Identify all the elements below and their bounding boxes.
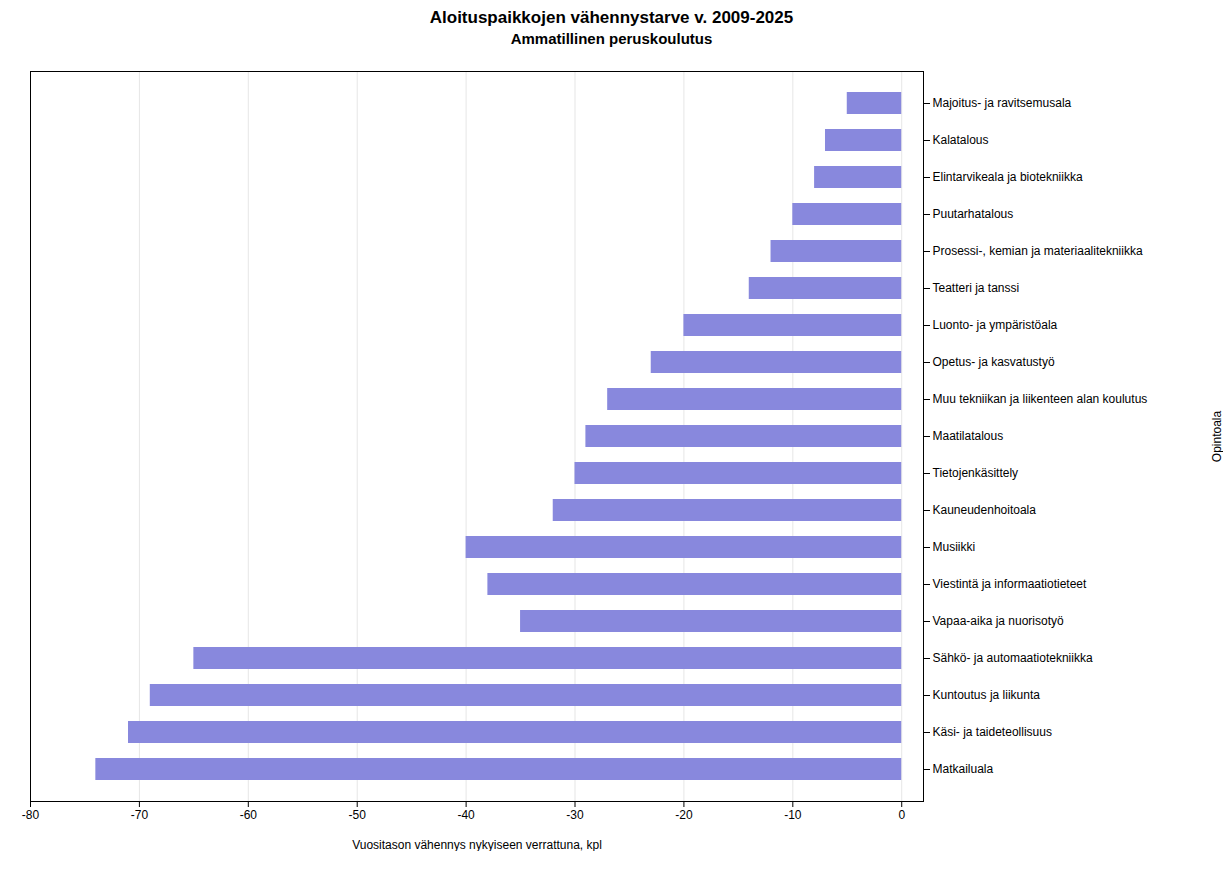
svg-text:-40: -40	[457, 808, 475, 822]
svg-text:Teatteri ja tanssi: Teatteri ja tanssi	[933, 281, 1020, 295]
svg-text:-30: -30	[566, 808, 584, 822]
svg-text:Opintoala: Opintoala	[1210, 410, 1223, 462]
svg-text:Kauneudenhoitoala: Kauneudenhoitoala	[933, 503, 1037, 517]
svg-text:-80: -80	[22, 808, 40, 822]
svg-text:Muu tekniikan ja liikenteen al: Muu tekniikan ja liikenteen alan koulutu…	[933, 392, 1148, 406]
svg-text:Vapaa-aika ja nuorisotyö: Vapaa-aika ja nuorisotyö	[933, 614, 1065, 628]
svg-text:0: 0	[898, 808, 905, 822]
svg-text:Musiikki: Musiikki	[933, 540, 976, 554]
svg-text:Majoitus- ja ravitsemusala: Majoitus- ja ravitsemusala	[933, 96, 1072, 110]
svg-text:-50: -50	[349, 808, 367, 822]
svg-text:Tietojenkäsittely: Tietojenkäsittely	[933, 466, 1019, 480]
svg-text:Sähkö- ja automaatiotekniikka: Sähkö- ja automaatiotekniikka	[933, 651, 1093, 665]
html-text:Aloituspaikkojen vähennystarve: Aloituspaikkojen vähennystarve v. 2009-2…	[429, 8, 794, 27]
svg-text:Opetus- ja kasvatustyö: Opetus- ja kasvatustyö	[933, 355, 1055, 369]
svg-text:Viestintä ja informaatiotietee: Viestintä ja informaatiotieteet	[933, 577, 1088, 591]
svg-text:Luonto- ja ympäristöala: Luonto- ja ympäristöala	[933, 318, 1058, 332]
svg-text:Puutarhatalous: Puutarhatalous	[933, 207, 1014, 221]
svg-text:-20: -20	[675, 808, 693, 822]
svg-text:Matkailuala: Matkailuala	[933, 762, 994, 776]
svg-text:Käsi- ja taideteollisuus: Käsi- ja taideteollisuus	[933, 725, 1052, 739]
html-text:Ammatillinen peruskoulutus: Ammatillinen peruskoulutus	[510, 30, 713, 47]
svg-text:-60: -60	[240, 808, 258, 822]
svg-text:Elintarvikeala ja biotekniikka: Elintarvikeala ja biotekniikka	[933, 170, 1083, 184]
svg-text:Prosessi-, kemian ja materiaal: Prosessi-, kemian ja materiaalitekniikka	[933, 244, 1143, 258]
svg-text:-70: -70	[131, 808, 149, 822]
svg-text:Kalatalous: Kalatalous	[933, 133, 989, 147]
svg-text:Vuositason vähennys nykyiseen: Vuositason vähennys nykyiseen verrattuna…	[352, 838, 602, 852]
svg-text:Maatilatalous: Maatilatalous	[933, 429, 1004, 443]
svg-text:-10: -10	[784, 808, 802, 822]
svg-text:Kuntoutus ja liikunta: Kuntoutus ja liikunta	[933, 688, 1041, 702]
